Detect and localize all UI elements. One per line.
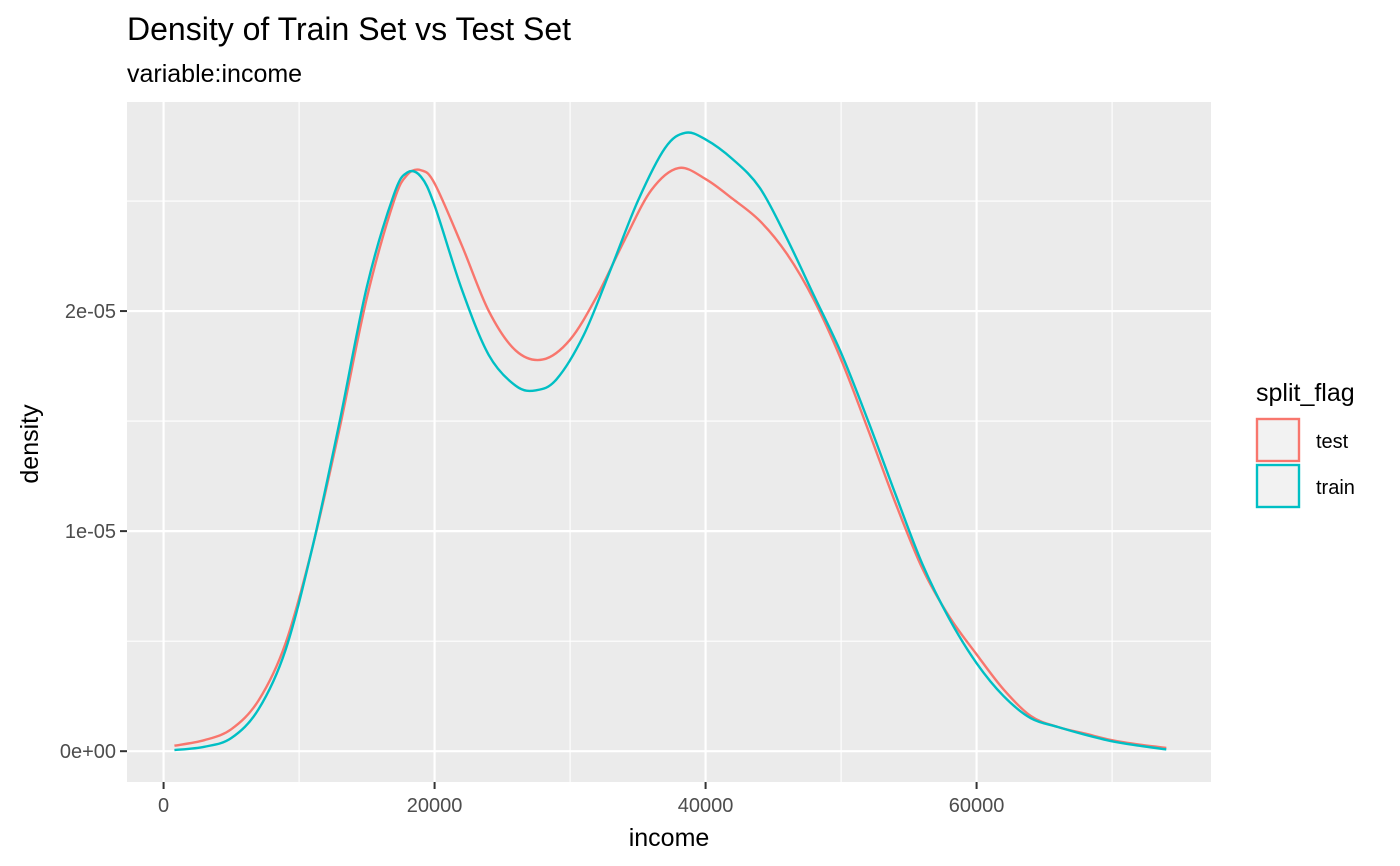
x-tick-label: 0 [158,795,169,817]
legend-label-train: train [1316,477,1355,499]
density-line-train [174,131,1167,752]
series-lines [174,131,1167,752]
grid-lines [127,102,1211,782]
x-axis-title: income [629,824,710,852]
plot-panel [127,102,1211,782]
chart-subtitle: variable:income [127,60,302,88]
density-line-test [174,166,1167,750]
axes: 0 20000 40000 60000 0e+00 1e-05 2e-05 [60,301,1005,817]
legend-title: split_flag [1256,379,1355,407]
legend-items: test train [1255,417,1355,509]
legend-key-train [1255,463,1301,509]
legend-label-test: test [1316,431,1349,453]
y-axis-title: density [16,404,44,484]
x-tick-label: 40000 [678,795,734,817]
y-tick-label: 1e-05 [65,521,116,543]
chart-title: Density of Train Set vs Test Set [127,11,571,47]
y-tick-label: 2e-05 [65,301,116,323]
y-tick-label: 0e+00 [60,741,116,763]
legend-key-test [1255,417,1301,463]
x-tick-label: 20000 [407,795,463,817]
x-tick-label: 60000 [949,795,1005,817]
legend: split_flag test train [1255,379,1355,509]
